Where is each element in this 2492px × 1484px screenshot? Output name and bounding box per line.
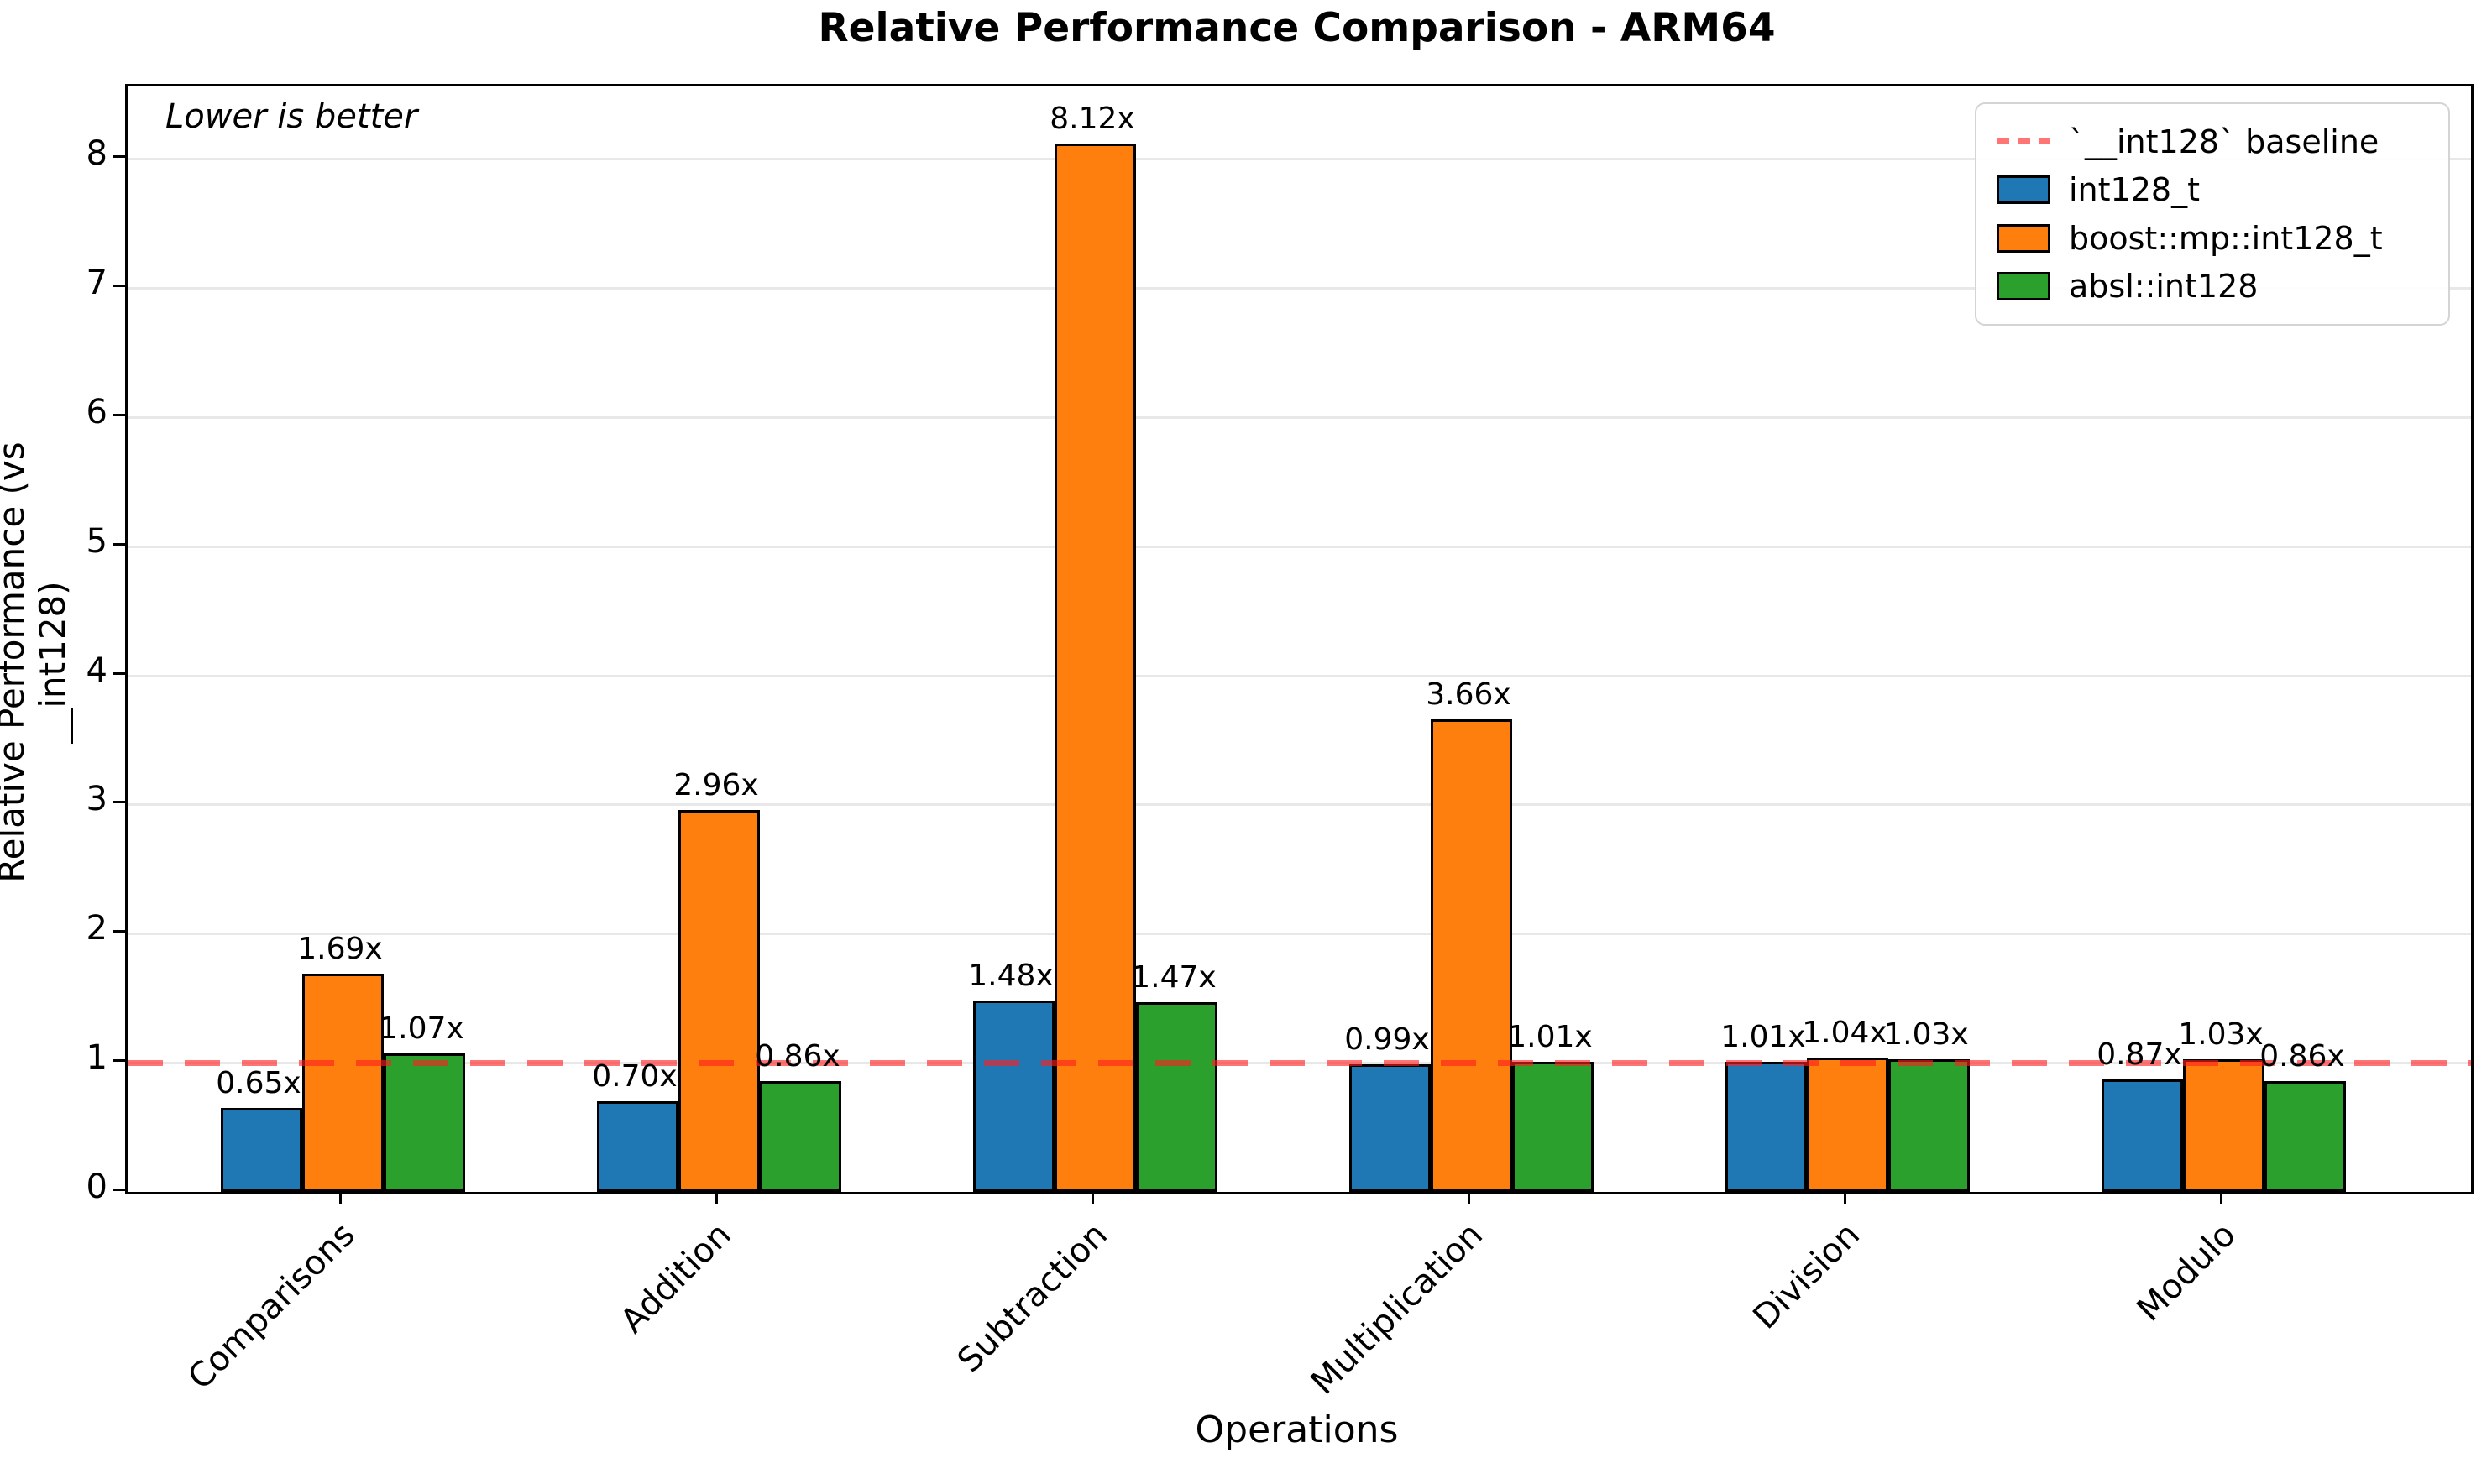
x-tick-label-Multiplication: Multiplication	[1304, 1215, 1491, 1403]
y-tick-label: 0	[86, 1168, 107, 1206]
bar-value-label: 0.86x	[2259, 1038, 2345, 1074]
y-tick-label: 8	[86, 134, 107, 174]
gridline	[128, 933, 2471, 936]
bar-value-label: 2.96x	[673, 767, 759, 802]
bar-value-label: 1.01x	[1507, 1019, 1593, 1054]
legend-item-boost: boost::mp::int128_t	[1997, 215, 2428, 262]
y-tick-label: 4	[86, 651, 107, 690]
baseline-dash-swatch	[1997, 138, 2050, 145]
bar-value-label: 0.70x	[592, 1059, 678, 1095]
y-axis-tick	[113, 413, 125, 416]
x-axis-tick	[1844, 1192, 1846, 1204]
bar-boost::mp::int128_t-Addition	[678, 809, 760, 1192]
bar-absl::int128-Addition	[759, 1080, 841, 1192]
x-tick-label-Comparisons: Comparisons	[180, 1215, 363, 1398]
legend-label-absl: absl::int128	[2069, 268, 2259, 306]
bar-value-label: 0.87x	[2097, 1037, 2182, 1073]
y-tick-label: 7	[86, 264, 107, 302]
bar-boost::mp::int128_t-Division	[1806, 1057, 1888, 1192]
lower-is-better-annotation: Lower is better	[165, 97, 418, 136]
x-tick-label-Division: Division	[1745, 1215, 1867, 1337]
y-tick-label: 5	[86, 521, 107, 561]
bar-value-label: 1.47x	[1131, 959, 1217, 995]
bar-value-label: 1.03x	[2178, 1016, 2264, 1052]
y-axis-tick	[113, 1189, 125, 1191]
bar-value-label: 0.86x	[755, 1038, 840, 1074]
bar-value-label: 1.03x	[1883, 1016, 1969, 1052]
bar-boost::mp::int128_t-Multiplication	[1430, 718, 1512, 1192]
x-axis-tick	[1468, 1192, 1470, 1204]
bar-int128_t-Modulo	[2101, 1079, 2183, 1192]
bar-int128_t-Division	[1725, 1061, 1807, 1192]
y-axis-tick	[113, 671, 125, 675]
baseline-line	[128, 1060, 2471, 1067]
x-tick-label-Modulo: Modulo	[2129, 1215, 2243, 1330]
x-axis-tick	[339, 1192, 342, 1204]
gridline	[128, 803, 2471, 807]
bar-int128_t-Multiplication	[1348, 1063, 1431, 1192]
y-tick-label: 6	[86, 392, 107, 431]
y-tick-label: 2	[86, 909, 107, 948]
legend-label-boost: boost::mp::int128_t	[2069, 219, 2383, 257]
y-tick-label: 3	[86, 780, 107, 819]
legend-swatch-boost	[1997, 223, 2050, 253]
bar-int128_t-Subtraction	[972, 1001, 1055, 1192]
x-axis-tick	[1092, 1192, 1094, 1204]
bar-value-label: 1.48x	[968, 959, 1054, 994]
bar-absl::int128-Modulo	[2264, 1080, 2346, 1192]
y-axis-tick	[113, 285, 125, 287]
bar-value-label: 1.69x	[297, 931, 383, 966]
bar-value-label: 0.99x	[1344, 1022, 1430, 1057]
bar-boost::mp::int128_t-Subtraction	[1054, 143, 1136, 1192]
bar-int128_t-Addition	[596, 1101, 678, 1192]
bar-int128_t-Comparisons	[220, 1107, 302, 1192]
gridline	[128, 545, 2471, 548]
y-axis-tick	[113, 801, 125, 804]
legend-item-int128_t: int128_t	[1997, 166, 2428, 213]
gridline	[128, 287, 2471, 290]
gridline	[128, 674, 2471, 677]
gridline	[128, 158, 2471, 161]
bar-value-label: 0.65x	[216, 1065, 301, 1100]
x-tick-label-Addition: Addition	[613, 1215, 739, 1341]
x-axis-tick	[2220, 1192, 2222, 1204]
x-axis-label: Operations	[1195, 1408, 1399, 1451]
y-axis-tick	[113, 930, 125, 933]
bar-value-label: 1.04x	[1802, 1015, 1887, 1050]
y-tick-label: 1	[86, 1038, 107, 1078]
gridline	[128, 415, 2471, 419]
bar-value-label: 8.12x	[1050, 101, 1135, 136]
bar-absl::int128-Division	[1887, 1058, 1970, 1192]
bar-absl::int128-Comparisons	[383, 1053, 465, 1192]
legend-label-baseline: `__int128` baseline	[2069, 123, 2379, 160]
legend-swatch-int128_t	[1997, 175, 2050, 205]
bar-boost::mp::int128_t-Modulo	[2182, 1058, 2264, 1192]
legend: `__int128` baseline int128_t boost::mp::…	[1975, 102, 2450, 326]
chart-title: Relative Performance Comparison - ARM64	[818, 5, 1776, 51]
x-axis-tick	[715, 1192, 718, 1204]
legend-item-baseline: `__int128` baseline	[1997, 118, 2428, 165]
legend-label-int128_t: int128_t	[2069, 171, 2200, 209]
x-tick-label-Subtraction: Subtraction	[950, 1215, 1115, 1381]
legend-item-absl: absl::int128	[1997, 263, 2428, 310]
bar-boost::mp::int128_t-Comparisons	[301, 973, 384, 1192]
bar-value-label: 3.66x	[1426, 677, 1511, 712]
bar-value-label: 1.01x	[1720, 1019, 1806, 1054]
legend-swatch-absl	[1997, 272, 2050, 301]
bar-absl::int128-Multiplication	[1511, 1061, 1594, 1192]
y-axis-tick	[113, 542, 125, 546]
bar-value-label: 1.07x	[379, 1011, 464, 1047]
bar-absl::int128-Subtraction	[1135, 1001, 1217, 1192]
y-axis-tick	[113, 1059, 125, 1063]
y-axis-tick	[113, 155, 125, 159]
